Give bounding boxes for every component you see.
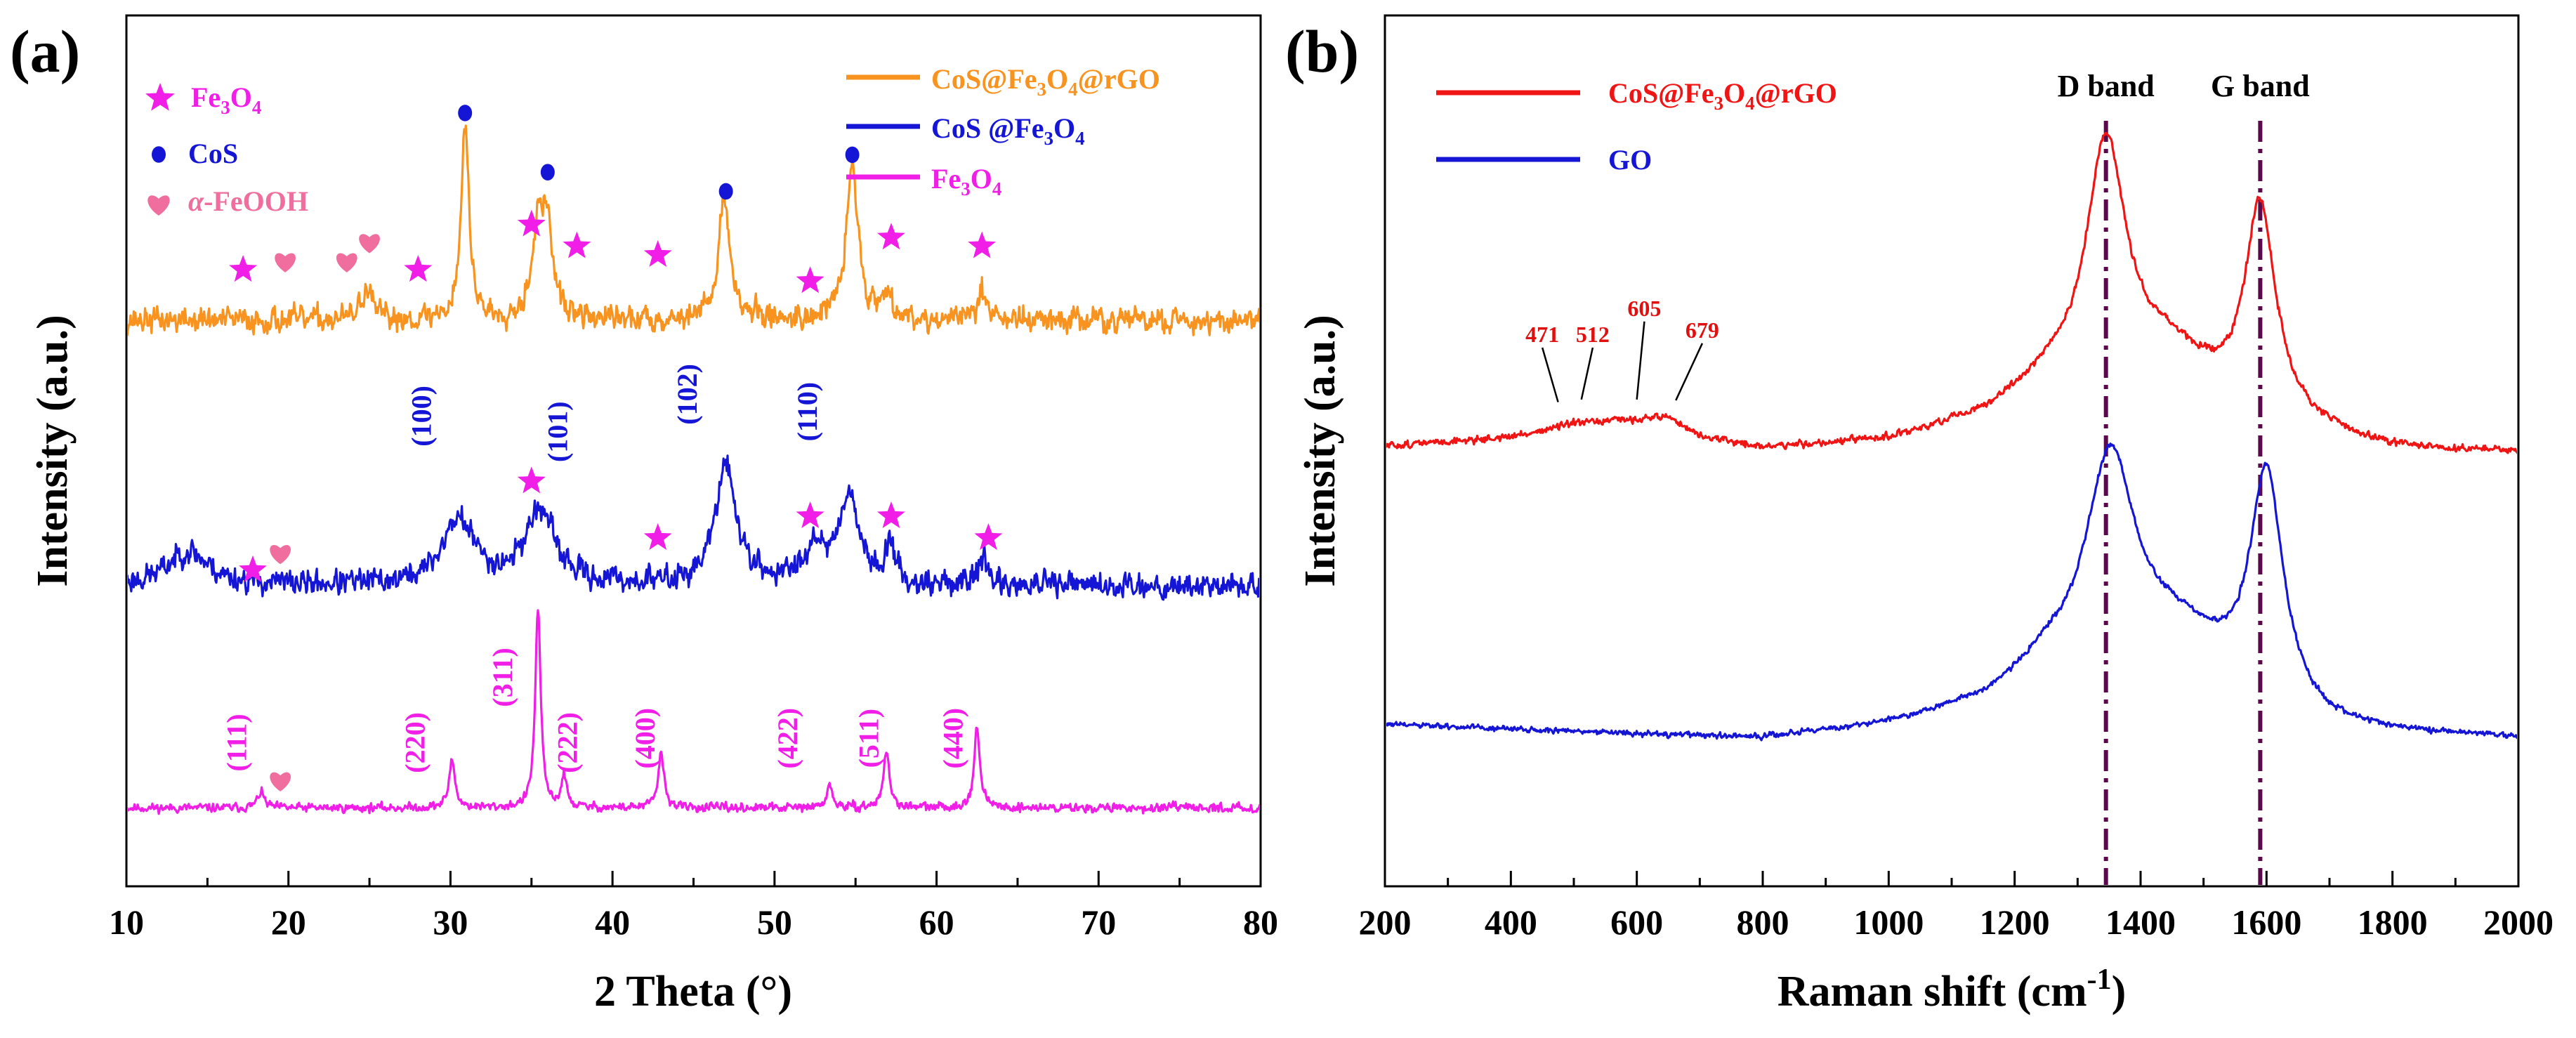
legend-star-icon bbox=[145, 83, 175, 111]
series-line-cos-fe3o4 bbox=[128, 454, 1259, 601]
panel-a-line-legend: CoS@Fe3O4@rGO CoS @Fe3O4 Fe3O4 bbox=[846, 63, 1160, 199]
x-tick-label: 1800 bbox=[2358, 902, 2428, 942]
x-tick-label: 80 bbox=[1243, 902, 1278, 942]
feooh-heart-marker bbox=[275, 253, 296, 272]
fe3o4-star-marker bbox=[643, 240, 672, 267]
panel-b-x-axis-title: Raman shift (cm-1) bbox=[1777, 964, 2127, 1016]
legend-label-go: GO bbox=[1608, 144, 1652, 176]
x-tick-label: 600 bbox=[1610, 902, 1663, 942]
legend-feooh-marker-label: α-FeOOH bbox=[188, 185, 308, 217]
hkl-label: (440) bbox=[938, 708, 969, 769]
x-tick-label: 1200 bbox=[1980, 902, 2050, 942]
hkl-label: (400) bbox=[629, 708, 661, 769]
raman-peak-pointer bbox=[1541, 347, 1559, 402]
panel-b-y-axis-title: Intensity (a.u.) bbox=[1296, 315, 1344, 587]
cos-dot-marker bbox=[458, 105, 473, 121]
panel-b-line-legend: CoS@Fe3O4@rGO GO bbox=[1436, 77, 1837, 176]
x-tick-label: 70 bbox=[1081, 902, 1116, 942]
x-tick-label: 2000 bbox=[2483, 902, 2554, 942]
fe3o4-star-marker bbox=[229, 255, 258, 282]
raman-peak-pointer bbox=[1636, 321, 1645, 400]
raman-peak-label: 605 bbox=[1627, 296, 1661, 321]
fe3o4-star-marker bbox=[517, 466, 546, 494]
hkl-label: (101) bbox=[542, 401, 574, 462]
legend-heart-icon bbox=[147, 195, 170, 216]
band-label: D band bbox=[2058, 69, 2155, 103]
fe3o4-star-marker bbox=[974, 523, 1003, 550]
series-line-cos-fe3o4-rgo bbox=[1386, 131, 2517, 454]
legend-label-cos-fe3o4: CoS @Fe3O4 bbox=[931, 112, 1085, 149]
x-tick-label: 20 bbox=[271, 902, 306, 942]
fe3o4-star-marker bbox=[517, 209, 546, 237]
fe3o4-star-marker bbox=[796, 266, 824, 294]
series-line-cos-fe3o4-rgo bbox=[128, 124, 1259, 336]
legend-label-cos-fe3o4-rgo: CoS@Fe3O4@rGO bbox=[931, 63, 1160, 100]
cos-dot-marker bbox=[845, 146, 860, 164]
hkl-label: (311) bbox=[487, 648, 518, 707]
fe3o4-star-marker bbox=[968, 231, 997, 258]
band-label: G band bbox=[2211, 69, 2310, 103]
raman-peak-pointer bbox=[1675, 343, 1704, 401]
raman-peak-label: 679 bbox=[1685, 317, 1719, 343]
series-line-fe3o4 bbox=[128, 609, 1259, 815]
hkl-label: (111) bbox=[221, 714, 253, 771]
feooh-heart-marker bbox=[336, 253, 357, 272]
x-tick-label: 50 bbox=[757, 902, 792, 942]
panel-b-plot-frame bbox=[1384, 14, 2520, 888]
legend-cos-marker-label: CoS bbox=[188, 138, 238, 169]
cos-dot-marker bbox=[540, 164, 555, 180]
raman-peak-label: 471 bbox=[1525, 322, 1559, 347]
x-tick-label: 1600 bbox=[2231, 902, 2301, 942]
legend-dot-icon bbox=[152, 146, 166, 163]
x-tick-label: 1400 bbox=[2105, 902, 2176, 942]
x-tick-label: 60 bbox=[919, 902, 954, 942]
hkl-label: (511) bbox=[853, 709, 885, 768]
panel-a-y-axis-title: Intensity (a.u.) bbox=[29, 315, 77, 587]
x-tick-label: 400 bbox=[1485, 902, 1537, 942]
fe3o4-star-marker bbox=[643, 523, 672, 550]
cos-dot-marker bbox=[718, 183, 733, 200]
panel-a-marker-legend: Fe3O4 CoS α-FeOOH bbox=[145, 81, 308, 217]
panel-b-raman-chart: (b) D band G band 471 512 605 679 200 400 600 8… bbox=[1285, 14, 2554, 1016]
feooh-heart-marker bbox=[359, 234, 380, 254]
feooh-heart-marker bbox=[270, 772, 291, 791]
hkl-label: (102) bbox=[671, 364, 703, 425]
fe3o4-star-marker bbox=[563, 231, 591, 258]
x-tick-label: 800 bbox=[1737, 902, 1789, 942]
panel-b-label: (b) bbox=[1285, 18, 1359, 85]
hkl-label: (110) bbox=[791, 382, 823, 441]
panel-a-xrd-chart: (a) (100) (101) (102) (110) (111) (220) (311) (… bbox=[10, 14, 1278, 1016]
legend-fe3o4-marker-label: Fe3O4 bbox=[191, 81, 261, 118]
panel-a-x-axis-title: 2 Theta (°) bbox=[594, 968, 792, 1016]
fe3o4-star-marker bbox=[404, 255, 433, 282]
legend-label-cos-fe3o4-rgo-raman: CoS@Fe3O4@rGO bbox=[1608, 77, 1837, 114]
feooh-heart-marker bbox=[270, 544, 291, 565]
x-tick-label: 30 bbox=[433, 902, 468, 942]
series-line-go bbox=[1386, 442, 2517, 742]
hkl-label: (220) bbox=[400, 712, 431, 773]
x-tick-label: 40 bbox=[595, 902, 630, 942]
raman-peak-pointer bbox=[1580, 347, 1594, 400]
fe3o4-star-marker bbox=[239, 555, 267, 582]
hkl-label: (422) bbox=[772, 708, 803, 769]
raman-peak-label: 512 bbox=[1576, 322, 1610, 347]
fe3o4-star-marker bbox=[877, 223, 905, 250]
fe3o4-star-marker bbox=[796, 501, 824, 528]
x-tick-label: 10 bbox=[109, 902, 144, 942]
panel-a-label: (a) bbox=[10, 18, 80, 85]
x-tick-label: 200 bbox=[1359, 902, 1412, 942]
legend-label-fe3o4: Fe3O4 bbox=[931, 163, 1001, 199]
fe3o4-star-marker bbox=[877, 501, 905, 528]
x-tick-label: 1000 bbox=[1853, 902, 1924, 942]
panel-a-plot-frame bbox=[125, 14, 1262, 888]
hkl-label: (100) bbox=[406, 386, 438, 447]
hkl-label: (222) bbox=[551, 712, 583, 773]
